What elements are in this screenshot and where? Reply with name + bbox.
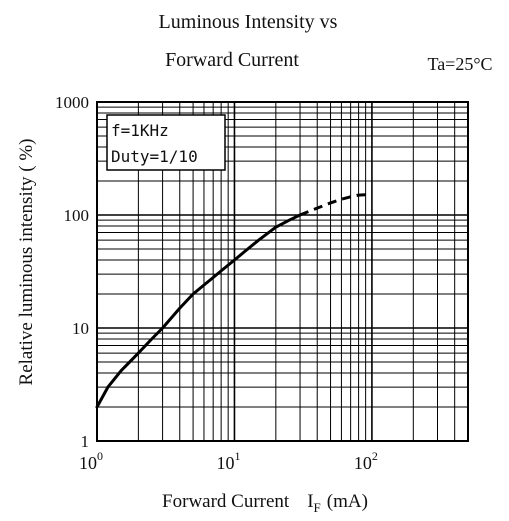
chart-title: Luminous Intensity vs (159, 11, 338, 33)
y-tick-labels: 1 10 100 1000 (55, 93, 89, 451)
x-tick-label: 102 (354, 449, 378, 473)
x-tick-label: 101 (216, 449, 240, 473)
x-axis-symbol: I (307, 491, 313, 512)
x-axis-label-text: Forward Current (162, 491, 290, 512)
major-gridlines (97, 102, 468, 441)
x-axis-unit: (mA) (327, 491, 368, 512)
y-tick-label: 1 (81, 432, 90, 451)
annotation-frame (106, 114, 226, 171)
annotation-duty: Duty=1/10 (111, 147, 198, 166)
y-axis-label: Relative luminous intensity ( %) (16, 139, 37, 386)
annotation-frequency: f=1KHz (111, 121, 169, 140)
y-tick-label: 1000 (55, 93, 89, 112)
y-tick-label: 100 (64, 206, 90, 225)
x-tick-labels: 100 101 102 (79, 449, 378, 473)
ambient-condition: Ta=25°C (427, 54, 492, 74)
chart-subtitle: Forward Current (165, 49, 299, 71)
series-lines (95, 193, 372, 409)
y-tick-label: 10 (72, 319, 89, 338)
plot-frame (96, 101, 469, 442)
x-axis-label: Forward Current IF (mA) (162, 491, 368, 515)
x-axis-subscript: F (314, 500, 321, 515)
annotation-box: f=1KHz Duty=1/10 (106, 114, 226, 171)
solid-curve (95, 213, 302, 409)
dashed-curve (299, 193, 372, 217)
x-tick-label: 100 (79, 449, 103, 473)
